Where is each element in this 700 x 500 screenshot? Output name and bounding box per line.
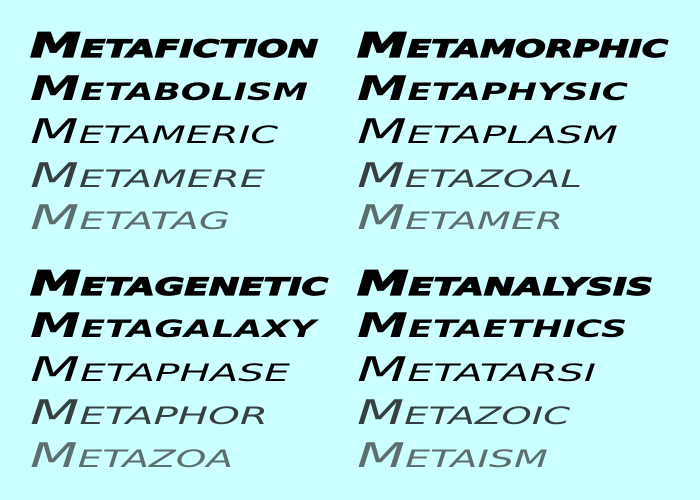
specimen-word: Metagenetic [30,264,329,304]
specimen-word: Metamere [30,156,266,196]
specimen-word: Metafiction [30,26,318,66]
specimen-word: Metaplasm [357,112,618,152]
specimen-word: Metaphor [30,393,268,433]
specimen-word: Metameric [30,112,278,152]
specimen-word: Metaphysic [357,69,629,109]
specimen-word: Metazoal [357,156,582,196]
specimen-word: Metamer [357,198,563,238]
specimen-word: Metazoic [357,393,570,433]
specimen-word: Metatarsi [357,350,596,390]
specimen-word: Metaethics [357,306,627,346]
specimen-word: Metabolism [30,69,308,109]
specimen-word: Metatag [30,198,230,238]
specimen-word: Metazoa [30,436,233,476]
specimen-word: Metanalysis [357,264,653,304]
specimen-word: Metamorphic [357,26,669,66]
specimen-word: Metaism [357,436,548,476]
specimen-word: Metagalaxy [30,306,320,346]
specimen-word: Metaphase [30,350,291,390]
